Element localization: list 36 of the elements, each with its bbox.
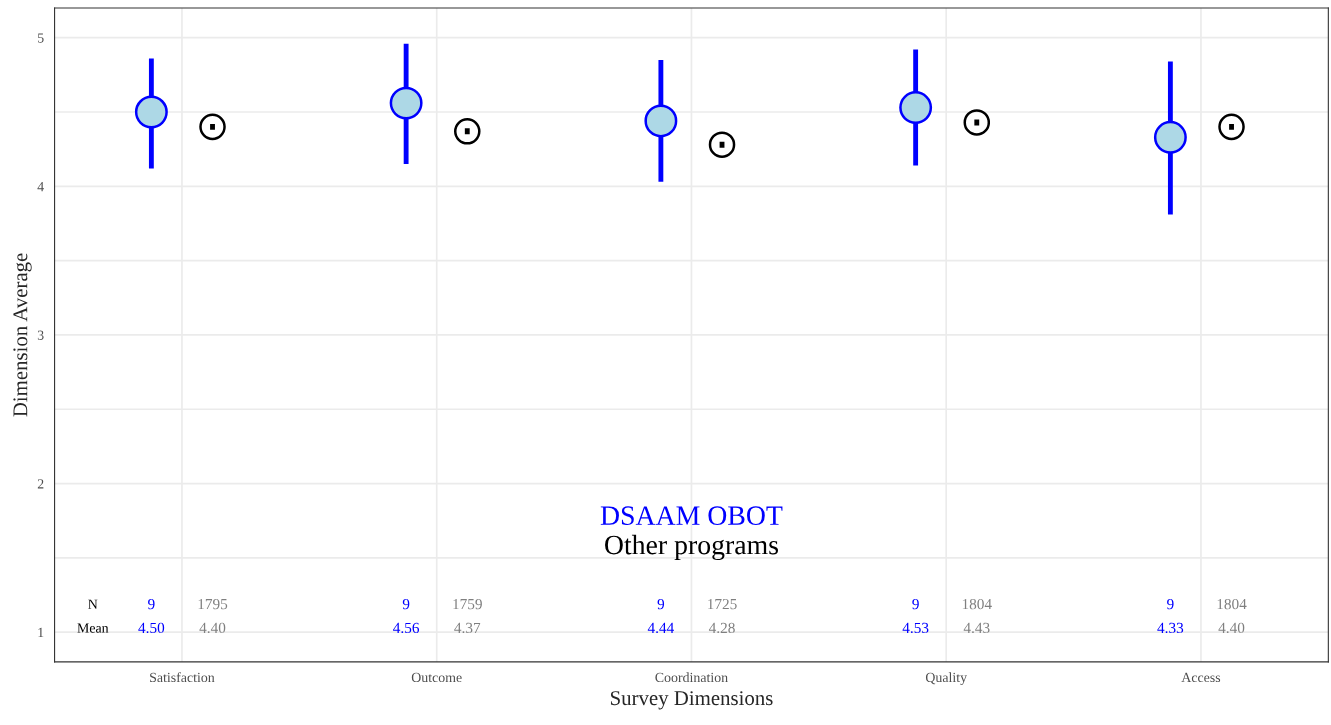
x-tick-label: Quality [925, 672, 967, 685]
y-tick-label: 1 [38, 627, 44, 638]
annotation: 4.43 [963, 622, 990, 634]
y-tick-label: 2 [37, 479, 44, 489]
annotation: 9 [1167, 598, 1174, 610]
y-tick-label: 4 [37, 182, 44, 192]
x-axis-title: Survey Dimensions [610, 691, 773, 710]
annotation: 1725 [708, 598, 737, 610]
x-tick-label: Satisfaction [150, 672, 215, 683]
annotation: 9 [912, 598, 919, 610]
annotation: 4.56 [393, 622, 420, 634]
annotation: 4.44 [647, 622, 675, 634]
text: DSAAM OBOT [600, 506, 783, 526]
annotation: 4.50 [138, 622, 165, 634]
annotation: 4.53 [902, 622, 929, 634]
x-tick-label: Outcome [411, 672, 462, 683]
annotation: 1804 [1217, 598, 1247, 610]
y-axis-title: Dimension Average [13, 253, 32, 417]
annotation: 1795 [198, 598, 228, 610]
annotation: 4.40 [1218, 622, 1245, 634]
annotation: 1804 [962, 598, 992, 610]
annotation: 4.33 [1157, 622, 1184, 634]
annotation: 9 [657, 598, 665, 610]
annotation: 1759 [453, 598, 482, 610]
annotation: Mean [77, 623, 109, 633]
annotation: N [88, 599, 98, 609]
text: Other programs [605, 534, 778, 561]
annotation: 9 [402, 598, 410, 610]
annotation: 4.28 [708, 622, 735, 634]
y-tick-label: 3 [37, 330, 44, 340]
x-tick-label: Coordination [655, 672, 728, 683]
annotation: 4.37 [454, 622, 481, 634]
annotation: 9 [148, 598, 155, 610]
x-tick-label: Access [1181, 672, 1221, 683]
annotation: 4.40 [199, 622, 226, 634]
y-tick-label: 5 [38, 33, 44, 43]
